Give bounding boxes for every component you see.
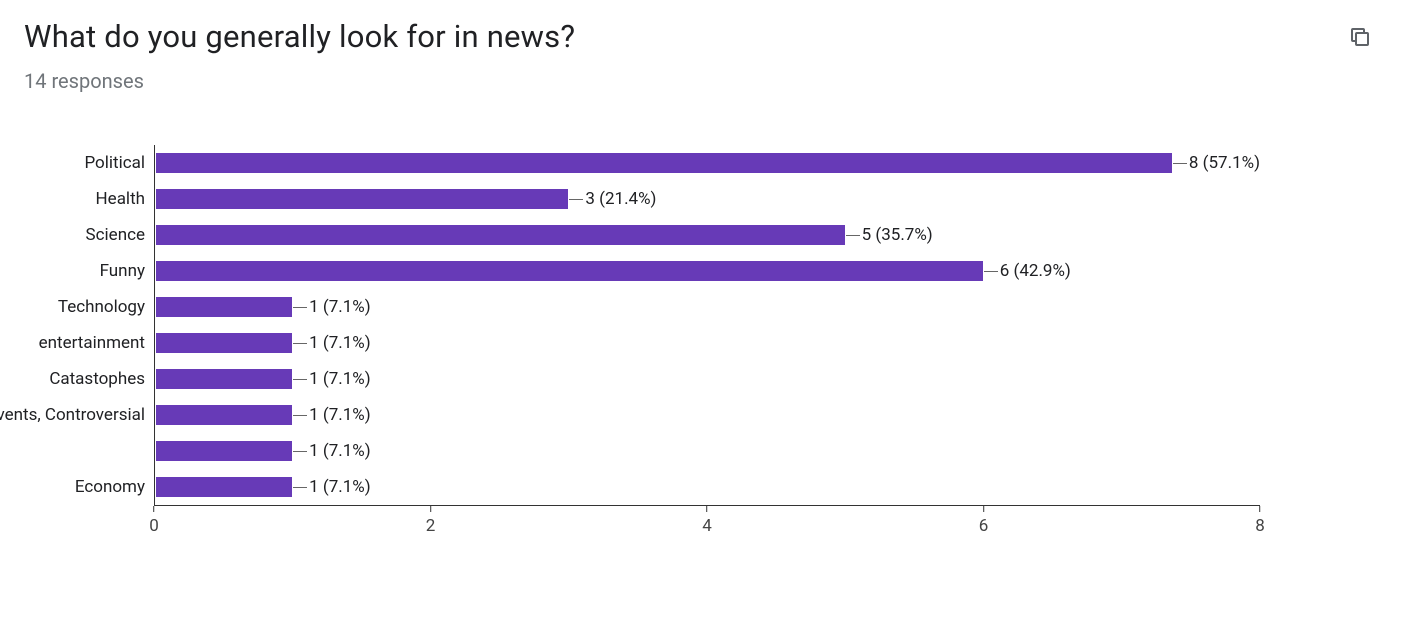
- bar[interactable]: [155, 296, 293, 318]
- page-title: What do you generally look for in news?: [24, 18, 575, 55]
- bar[interactable]: [155, 440, 293, 462]
- x-tick: 0: [149, 506, 159, 536]
- bar-category-label: Catastophes: [49, 369, 155, 389]
- copy-icon: [1348, 25, 1372, 52]
- bar-value-label: 1 (7.1%): [307, 297, 371, 317]
- bar-row: 1 (7.1%): [155, 433, 1260, 469]
- x-tick-label: 4: [702, 516, 712, 536]
- bar-row: entertainment1 (7.1%): [155, 325, 1260, 361]
- bar-value-label: 8 (57.1%): [1187, 153, 1260, 173]
- x-tick: 4: [702, 506, 712, 536]
- value-leader: 3 (21.4%): [569, 189, 656, 209]
- bar[interactable]: [155, 368, 293, 390]
- bar-row: Science5 (35.7%): [155, 217, 1260, 253]
- bar-category-label: Economy: [75, 477, 155, 497]
- x-tick: 8: [1255, 506, 1265, 536]
- x-tick-label: 6: [979, 516, 989, 536]
- bar-row: Health3 (21.4%): [155, 181, 1260, 217]
- value-leader: 1 (7.1%): [293, 405, 371, 425]
- x-tick-label: 8: [1255, 516, 1265, 536]
- bar-value-label: 1 (7.1%): [307, 405, 371, 425]
- value-leader: 5 (35.7%): [846, 225, 933, 245]
- bar-row: Local Events, Controversial1 (7.1%): [155, 397, 1260, 433]
- bar-category-label: Political: [84, 153, 155, 173]
- bar-value-label: 5 (35.7%): [860, 225, 933, 245]
- bar-value-label: 6 (42.9%): [998, 261, 1071, 281]
- value-leader: 1 (7.1%): [293, 477, 371, 497]
- bar-value-label: 3 (21.4%): [583, 189, 656, 209]
- bar[interactable]: [155, 332, 293, 354]
- value-leader: 1 (7.1%): [293, 441, 371, 461]
- responses-bar-chart: Political8 (57.1%)Health3 (21.4%)Science…: [154, 145, 1260, 536]
- bar-row: Funny6 (42.9%): [155, 253, 1260, 289]
- bar-row: Technology1 (7.1%): [155, 289, 1260, 325]
- value-leader: 1 (7.1%): [293, 333, 371, 353]
- bar-value-label: 1 (7.1%): [307, 441, 371, 461]
- bar[interactable]: [155, 152, 1173, 174]
- x-tick: 6: [979, 506, 989, 536]
- bar-category-label: entertainment: [39, 333, 155, 353]
- bar[interactable]: [155, 476, 293, 498]
- value-leader: 1 (7.1%): [293, 297, 371, 317]
- value-leader: 1 (7.1%): [293, 369, 371, 389]
- bar-category-label: Science: [86, 225, 155, 245]
- bar-row: Political8 (57.1%): [155, 145, 1260, 181]
- bar-value-label: 1 (7.1%): [307, 369, 371, 389]
- copy-button[interactable]: [1340, 18, 1380, 58]
- bar[interactable]: [155, 224, 846, 246]
- bar-category-label: Health: [96, 189, 155, 209]
- x-tick-label: 0: [149, 516, 159, 536]
- x-tick-label: 2: [426, 516, 436, 536]
- bar-category-label: Funny: [100, 261, 155, 281]
- x-tick: 2: [426, 506, 436, 536]
- value-leader: 8 (57.1%): [1173, 153, 1260, 173]
- bar[interactable]: [155, 188, 569, 210]
- bar-row: Economy1 (7.1%): [155, 469, 1260, 505]
- bar-value-label: 1 (7.1%): [307, 477, 371, 497]
- bar[interactable]: [155, 260, 984, 282]
- bar-value-label: 1 (7.1%): [307, 333, 371, 353]
- bar-category-label: Technology: [58, 297, 155, 317]
- bar-category-label: Local Events, Controversial: [0, 405, 155, 425]
- response-count: 14 responses: [24, 69, 575, 93]
- bar[interactable]: [155, 404, 293, 426]
- value-leader: 6 (42.9%): [984, 261, 1071, 281]
- bar-row: Catastophes1 (7.1%): [155, 361, 1260, 397]
